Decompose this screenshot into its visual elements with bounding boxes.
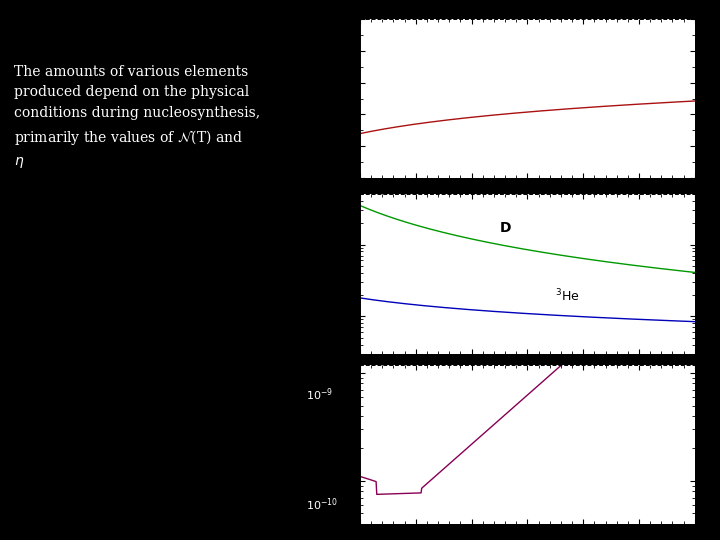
Text: D: D [500,221,511,235]
Y-axis label: N($^7$Li)/N(H): N($^7$Li)/N(H) [307,415,323,473]
Y-axis label: N($^4$He)/N(H): N($^4$He)/N(H) [308,67,323,130]
Text: $10^{-10}$: $10^{-10}$ [306,496,338,513]
Text: The amounts of various elements
produced depend on the physical
conditions durin: The amounts of various elements produced… [14,65,261,170]
Text: $10^{-9}$: $10^{-9}$ [306,386,333,403]
Y-axis label: N(D, $^3$He)/N(H): N(D, $^3$He)/N(H) [312,235,327,313]
Text: $^3$He: $^3$He [555,288,580,305]
